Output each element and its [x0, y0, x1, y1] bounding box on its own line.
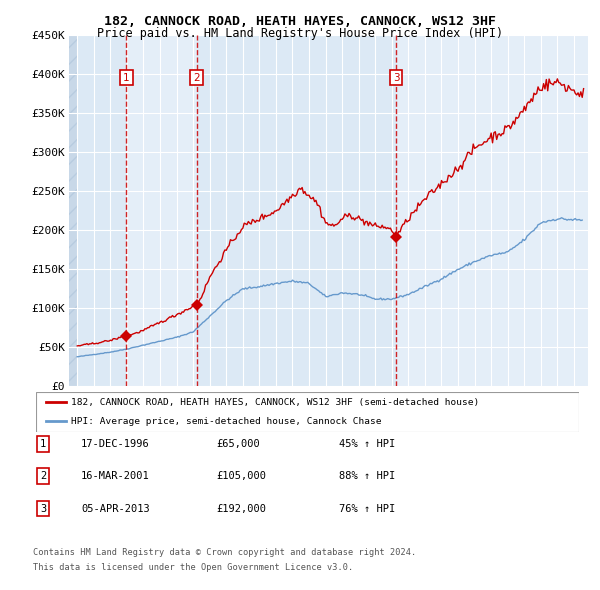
- Text: 182, CANNOCK ROAD, HEATH HAYES, CANNOCK, WS12 3HF (semi-detached house): 182, CANNOCK ROAD, HEATH HAYES, CANNOCK,…: [71, 398, 479, 407]
- Text: 3: 3: [40, 504, 46, 513]
- Text: 2: 2: [40, 471, 46, 481]
- Text: £105,000: £105,000: [216, 471, 266, 481]
- Bar: [69, 35, 77, 386]
- Text: 1: 1: [123, 73, 130, 83]
- Text: 3: 3: [393, 73, 400, 83]
- Text: £192,000: £192,000: [216, 504, 266, 513]
- Text: Contains HM Land Registry data © Crown copyright and database right 2024.: Contains HM Land Registry data © Crown c…: [33, 548, 416, 556]
- Text: 76% ↑ HPI: 76% ↑ HPI: [339, 504, 395, 513]
- Text: 182, CANNOCK ROAD, HEATH HAYES, CANNOCK, WS12 3HF: 182, CANNOCK ROAD, HEATH HAYES, CANNOCK,…: [104, 15, 496, 28]
- Text: This data is licensed under the Open Government Licence v3.0.: This data is licensed under the Open Gov…: [33, 563, 353, 572]
- Text: £65,000: £65,000: [216, 439, 260, 448]
- Text: 2: 2: [193, 73, 200, 83]
- Text: 88% ↑ HPI: 88% ↑ HPI: [339, 471, 395, 481]
- Bar: [126, 35, 197, 386]
- Text: 45% ↑ HPI: 45% ↑ HPI: [339, 439, 395, 448]
- Bar: [197, 35, 396, 386]
- Text: 1: 1: [40, 439, 46, 448]
- Bar: [77, 35, 126, 386]
- Text: 16-MAR-2001: 16-MAR-2001: [81, 471, 150, 481]
- Text: 05-APR-2013: 05-APR-2013: [81, 504, 150, 513]
- Bar: [396, 35, 588, 386]
- Text: Price paid vs. HM Land Registry's House Price Index (HPI): Price paid vs. HM Land Registry's House …: [97, 27, 503, 40]
- Text: 17-DEC-1996: 17-DEC-1996: [81, 439, 150, 448]
- Text: HPI: Average price, semi-detached house, Cannock Chase: HPI: Average price, semi-detached house,…: [71, 417, 382, 426]
